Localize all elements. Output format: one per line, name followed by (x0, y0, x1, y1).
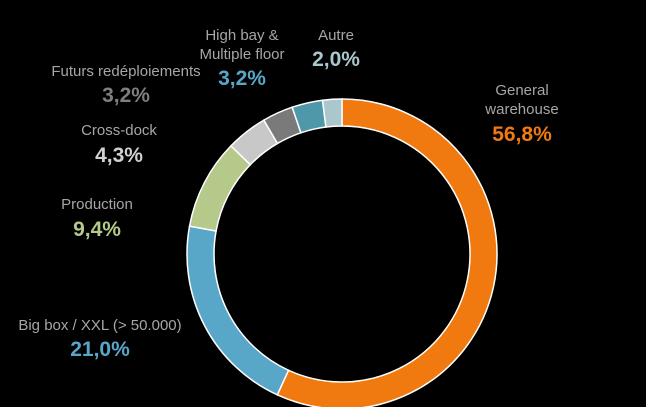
slice-autre (321, 98, 343, 128)
value-high-bay: 3,2% (218, 67, 266, 90)
label-production: Production (61, 196, 133, 213)
value-production: 9,4% (73, 218, 121, 241)
label-futurs-redeploiements: Futurs redéploiements (51, 63, 200, 80)
value-cross-dock: 4,3% (95, 144, 143, 167)
slice-big-box-xxl-50-000 (186, 225, 290, 396)
labels-layer: General warehouse 56,8% Big box / XXL (>… (18, 27, 558, 361)
label-high-bay-line1: High bay & (205, 27, 278, 44)
label-big-box: Big box / XXL (> 50.000) (18, 317, 181, 334)
value-general-warehouse: 56,8% (492, 123, 552, 146)
slices-layer (186, 98, 498, 407)
label-general-warehouse-line1: General (495, 82, 548, 99)
label-autre: Autre (318, 27, 354, 44)
value-autre: 2,0% (312, 48, 360, 71)
value-big-box: 21,0% (70, 338, 130, 361)
slice-production (188, 144, 252, 232)
value-futurs-redeploiements: 3,2% (102, 84, 150, 107)
label-general-warehouse-line2: warehouse (484, 101, 558, 118)
slice-general-warehouse (276, 98, 498, 407)
label-cross-dock: Cross-dock (81, 122, 157, 139)
label-high-bay-line2: Multiple floor (199, 46, 284, 63)
